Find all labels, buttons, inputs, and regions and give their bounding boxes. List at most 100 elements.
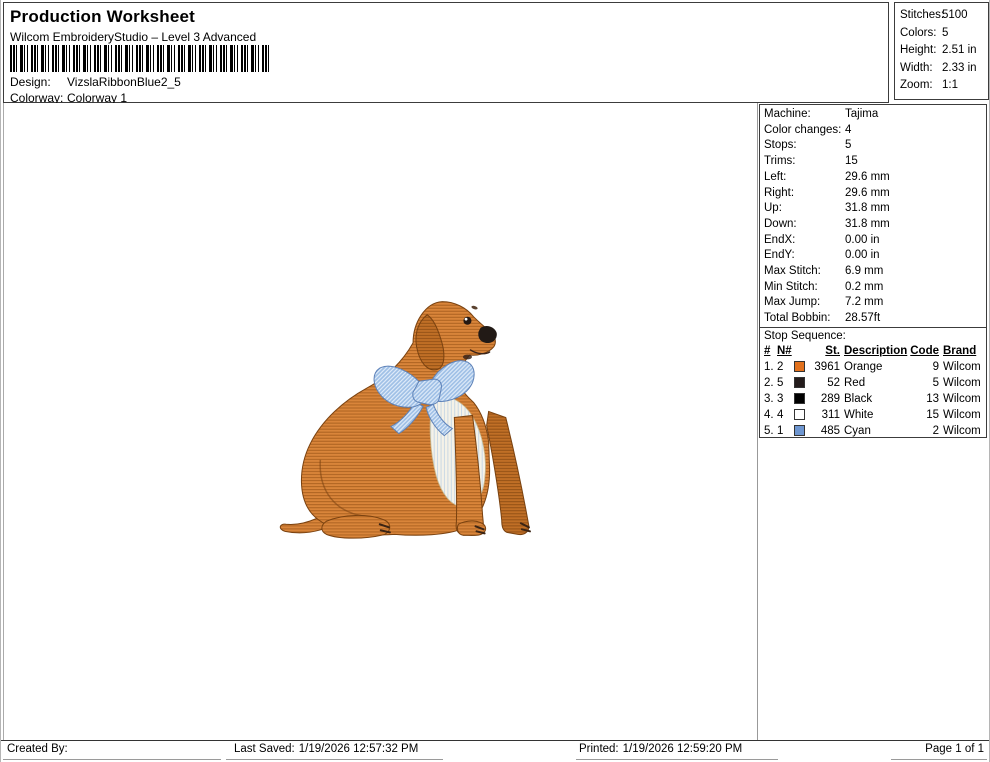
summary-label: Height: — [900, 44, 937, 56]
info-row: Trims: 15 — [764, 154, 986, 170]
info-value: 0.2 mm — [845, 280, 884, 293]
column-header-stitches: St. — [825, 344, 840, 357]
summary-row: Colors: 5 — [900, 25, 988, 43]
column-header-code: Code — [910, 344, 939, 357]
color-swatch — [794, 409, 805, 421]
dog-chin-shadow — [462, 354, 472, 360]
info-label: Total Bobbin: — [764, 312, 831, 325]
machine-info-panel: Machine: Tajima Color changes: 4 Stops: … — [759, 104, 987, 438]
created-by-cell: Created By: — [3, 741, 221, 760]
needle-number: 2 — [777, 360, 784, 373]
summary-label: Zoom: — [900, 79, 933, 91]
bow-ribbon-left — [389, 401, 424, 435]
created-by-label: Created By: — [7, 743, 68, 755]
info-value: 15 — [845, 155, 858, 168]
design-area — [3, 103, 758, 740]
stop-sequence-header: # N# St. Description Code Brand — [760, 344, 986, 359]
needle-number: 5 — [777, 376, 784, 389]
dog-hind-paw — [321, 514, 391, 539]
last-saved-label: Last Saved: — [234, 743, 295, 755]
info-row: Left: 29.6 mm — [764, 170, 986, 186]
info-row: Right: 29.6 mm — [764, 186, 986, 202]
summary-value: 5 — [942, 26, 949, 39]
machine-info-list: Machine: Tajima Color changes: 4 Stops: … — [760, 105, 986, 327]
summary-row: Width: 2.33 in — [900, 60, 988, 78]
summary-row: Stitches: 5100 — [900, 7, 988, 25]
info-value: 29.6 mm — [845, 186, 890, 199]
row-index: 1. — [764, 360, 774, 373]
printed-cell: Printed: 1/19/2026 12:59:20 PM — [576, 741, 778, 760]
color-code: 15 — [926, 408, 939, 421]
needle-number: 3 — [777, 392, 784, 405]
color-code: 5 — [932, 376, 939, 389]
info-row: Min Stitch: 0.2 mm — [764, 280, 986, 296]
dog-eye-glint — [464, 317, 468, 321]
summary-label: Colors: — [900, 26, 937, 39]
info-value: 6.9 mm — [845, 265, 884, 278]
brand-name: Wilcom — [943, 392, 981, 405]
summary-value: 2.51 in — [942, 44, 977, 56]
info-label: Left: — [764, 170, 787, 183]
summary-row: Height: 2.51 in — [900, 42, 988, 60]
summary-label: Width: — [900, 61, 933, 74]
page-number-cell: Page 1 of 1 — [891, 741, 987, 760]
info-label: Stops: — [764, 139, 797, 152]
printed-value: 1/19/2026 12:59:20 PM — [622, 743, 743, 755]
colorway-row: Colorway: Colorway 1 — [10, 91, 127, 105]
color-description: Cyan — [844, 424, 871, 437]
last-saved-value: 1/19/2026 12:57:32 PM — [298, 743, 419, 755]
info-row: EndX: 0.00 in — [764, 233, 986, 249]
info-value: Tajima — [845, 108, 879, 120]
info-row: Machine: Tajima — [764, 107, 986, 123]
needle-number: 1 — [777, 424, 784, 437]
barcode-image — [10, 45, 270, 72]
info-value: 0.00 in — [845, 233, 880, 246]
summary-box: Stitches: 5100 Colors: 5 Height: 2.51 in… — [894, 2, 989, 100]
info-value: 29.6 mm — [845, 170, 890, 183]
info-label: Max Jump: — [764, 296, 821, 309]
color-code: 9 — [932, 360, 939, 373]
dog-ear — [415, 314, 445, 371]
row-index: 2. — [764, 376, 774, 389]
footer: Created By: Last Saved: 1/19/2026 12:57:3… — [1, 740, 989, 762]
summary-value: 5100 — [942, 9, 968, 21]
color-swatch — [794, 361, 805, 373]
info-row: Total Bobbin: 28.57ft — [764, 311, 986, 327]
embroidery-preview — [276, 298, 538, 546]
bow-ribbon-right — [425, 403, 454, 437]
color-description: Orange — [844, 360, 883, 373]
info-row: Max Stitch: 6.9 mm — [764, 264, 986, 280]
row-index: 4. — [764, 408, 774, 421]
summary-label: Stitches: — [900, 9, 945, 21]
info-value: 4 — [845, 123, 852, 136]
column-header-num: # — [764, 344, 771, 357]
color-description: Red — [844, 376, 866, 389]
info-label: Max Stitch: — [764, 265, 821, 278]
table-row: 3. 3 289 Black 13 Wilcom — [760, 391, 986, 407]
info-row: EndY: 0.00 in — [764, 248, 986, 264]
dog-toes — [378, 522, 531, 535]
table-row: 5. 1 485 Cyan 2 Wilcom — [760, 423, 986, 439]
info-row: Stops: 5 — [764, 138, 986, 154]
info-label: Color changes: — [764, 123, 842, 136]
info-value: 7.2 mm — [845, 296, 884, 309]
page-title: Production Worksheet — [10, 7, 196, 26]
colorway-value: Colorway 1 — [67, 91, 128, 105]
dog-mouth — [469, 349, 491, 355]
info-label: Right: — [764, 186, 795, 199]
needle-number: 4 — [777, 408, 784, 421]
brand-name: Wilcom — [943, 408, 981, 421]
info-label: Trims: — [764, 155, 796, 168]
stitch-count: 3961 — [814, 360, 840, 373]
info-value: 0.00 in — [845, 249, 880, 262]
stitch-count: 289 — [820, 392, 840, 405]
info-value: 5 — [845, 139, 852, 152]
row-index: 3. — [764, 392, 774, 405]
last-saved-cell: Last Saved: 1/19/2026 12:57:32 PM — [226, 741, 443, 760]
dog-eye — [463, 316, 472, 325]
column-header-brand: Brand — [943, 344, 977, 357]
blue-bow — [373, 360, 475, 437]
brand-name: Wilcom — [943, 360, 981, 373]
info-row: Max Jump: 7.2 mm — [764, 295, 986, 311]
